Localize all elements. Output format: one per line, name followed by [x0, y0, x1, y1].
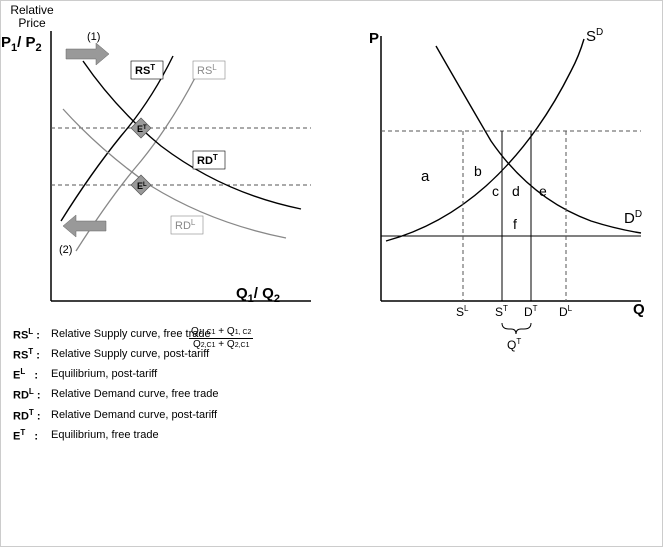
xtick-dl: DL [559, 304, 573, 319]
legend-row: ET : Equilibrium, free trade [13, 427, 283, 445]
arrow-1: (1) [66, 31, 109, 65]
left-chart: RST RSL RDT RDL ET EL (1) (2) Q1/ Q2 [1, 1, 341, 321]
area-b: b [474, 163, 482, 179]
legend-key: RDL : [13, 386, 51, 404]
legend-desc: Relative Demand curve, post-tariff [51, 407, 283, 425]
area-f: f [513, 216, 517, 232]
legend-row: RDT : Relative Demand curve, post-tariff [13, 407, 283, 425]
area-d: d [512, 183, 520, 199]
xtick-st: ST [495, 304, 508, 319]
brace-qt [502, 323, 531, 334]
svg-text:(2): (2) [59, 244, 72, 256]
area-c: c [492, 183, 499, 199]
xtick-sl: SL [456, 304, 469, 319]
curve-rst [61, 56, 173, 221]
label-qt: QT [507, 337, 521, 352]
legend-desc: Relative Demand curve, free trade [51, 386, 283, 404]
curve-dd [436, 46, 641, 233]
legend-key: RST : [13, 346, 51, 364]
right-y-axis-title: P [369, 30, 379, 47]
point-el: EL [131, 175, 151, 195]
legend-desc: Equilibrium, post-tariff [51, 366, 283, 384]
legend-row: EL : Equilibrium, post-tariff [13, 366, 283, 384]
label-dd: DD [624, 209, 642, 227]
xtick-dt: DT [524, 304, 538, 319]
legend-row: RDL : Relative Demand curve, free trade [13, 386, 283, 404]
diagram-container: Relative Price P1/ P2 RST RSL RDT RDL [0, 0, 663, 547]
right-x-axis-title: Q [633, 301, 645, 318]
svg-text:(1): (1) [87, 31, 100, 43]
right-chart: a b c d e f SD DD P Q SL ST DT DL QT [351, 11, 661, 371]
curve-sd [386, 39, 584, 241]
legend-desc: Equilibrium, free trade [51, 427, 283, 445]
legend-key: RSL : [13, 326, 51, 344]
left-x-axis-title: Q1/ Q2 [236, 285, 280, 305]
legend-key: EL : [13, 366, 51, 384]
arrow-2: (2) [59, 215, 106, 256]
area-e: e [539, 183, 547, 199]
area-a: a [421, 168, 430, 185]
formula: Q1, C1 + Q1, C2 Q2,C1 + Q2,C1 [189, 326, 253, 350]
legend-key: ET : [13, 427, 51, 445]
legend-key: RDT : [13, 407, 51, 425]
label-sd: SD [586, 27, 603, 45]
